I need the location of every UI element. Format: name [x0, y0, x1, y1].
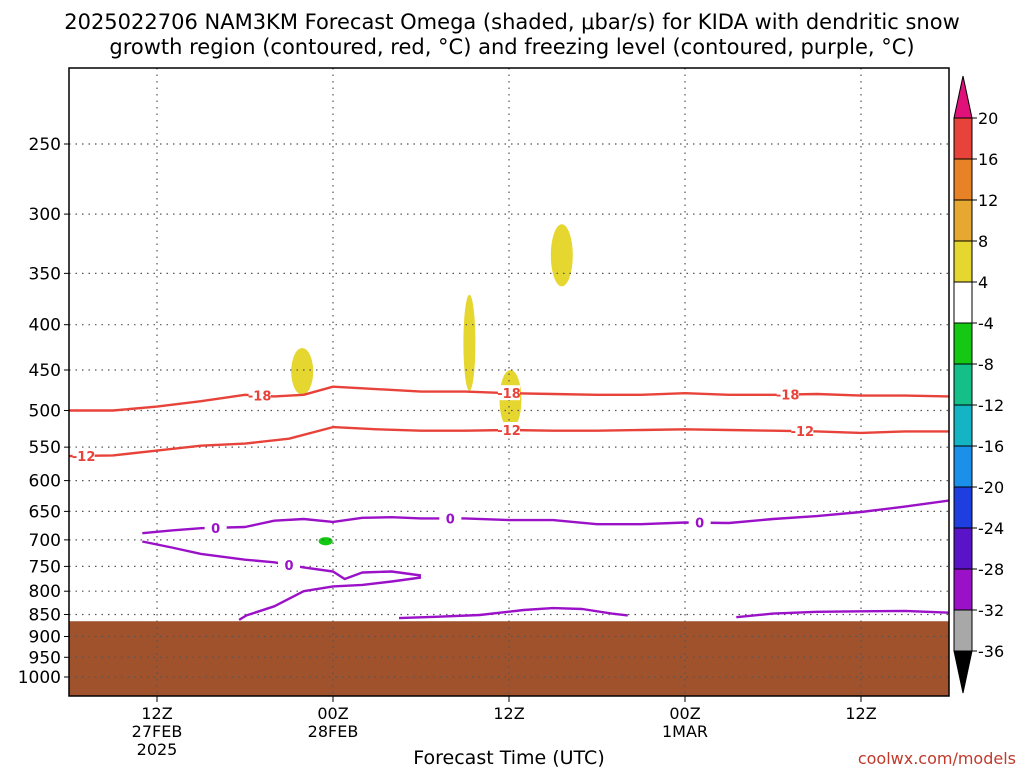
colorbar-box-4 — [953, 281, 973, 324]
x-tick-label-18: 00Z — [317, 704, 348, 723]
contour-line-3 — [142, 540, 422, 581]
colorbar-label-12: -32 — [978, 601, 1004, 620]
contour-label-2-0: 0 — [211, 522, 220, 537]
contour-label-bg-0-2 — [776, 386, 799, 402]
y-tick-label-550: 550 — [29, 438, 61, 458]
colorbar-label-7: -12 — [978, 396, 1004, 415]
colorbar-label-8: -16 — [978, 437, 1004, 456]
omega-region-4 — [318, 537, 333, 546]
y-tick-label-400: 400 — [29, 316, 61, 336]
omega-region-0 — [291, 348, 314, 395]
x-tick-date-6: 27FEB — [132, 722, 183, 741]
y-tick-label-450: 450 — [29, 361, 61, 381]
contour-label-bg-1-1 — [498, 421, 520, 437]
terrain-layer — [69, 621, 949, 696]
colorbar-label-1: 16 — [978, 150, 998, 169]
contour-line-6 — [736, 609, 949, 619]
contour-label-bg-2-2 — [688, 514, 711, 530]
colorbar-label-6: -8 — [978, 355, 994, 374]
contour-label-1-0: -12 — [72, 450, 96, 465]
colorbar-box-6 — [953, 363, 973, 406]
colorbar-label-3: 8 — [978, 232, 988, 251]
colorbar-label-9: -20 — [978, 478, 1004, 497]
contour-label-0-0: -18 — [248, 390, 272, 405]
colorbar-box-11 — [953, 568, 973, 611]
y-tick-label-900: 900 — [29, 627, 61, 647]
x-axis-label: Forecast Time (UTC) — [413, 747, 604, 768]
colorbar-box-5 — [953, 322, 973, 365]
contour-label-1-2: -12 — [791, 425, 815, 440]
chart-title-line2: growth region (contoured, red, °C) and f… — [109, 35, 914, 59]
colorbar-box-7 — [953, 404, 973, 447]
grid-layer — [69, 68, 949, 696]
colorbar-label-0: 20 — [978, 109, 998, 128]
colorbar-box-0 — [953, 117, 973, 160]
x-tick-date-42: 1MAR — [662, 722, 708, 741]
y-tick-label-800: 800 — [29, 582, 61, 602]
contour-label-1-1: -12 — [497, 424, 521, 439]
contour-line-4 — [238, 576, 422, 621]
y-tick-label-250: 250 — [29, 135, 61, 155]
y-tick-label-1000: 1000 — [18, 668, 61, 688]
contour-line-5 — [398, 606, 628, 620]
colorbar-label-5: -4 — [978, 314, 994, 333]
contour-label-bg-0-0 — [248, 387, 271, 403]
colorbar-label-2: 12 — [978, 191, 998, 210]
colorbar-box-2 — [953, 199, 973, 242]
colorbar-label-4: 4 — [978, 273, 988, 292]
y-tick-label-850: 850 — [29, 606, 61, 626]
colorbar-box-9 — [953, 486, 973, 529]
contour-label-bg-0-1 — [498, 385, 520, 401]
y-tick-label-350: 350 — [29, 264, 61, 284]
contour-label-2-1: 0 — [446, 512, 455, 527]
contour-label-bg-2-1 — [439, 510, 462, 526]
contour-label-bg-1-2 — [791, 423, 814, 439]
colorbar-box-12 — [953, 609, 973, 652]
contour-layer: -18 -18 -18 -12 -12 -12 0 0 0 0 — [69, 385, 949, 621]
x-tick-label-6: 12Z — [141, 704, 172, 723]
y-tick-label-500: 500 — [29, 402, 61, 422]
colorbar-box-10 — [953, 527, 973, 570]
x-tick-date-18: 28FEB — [308, 722, 359, 741]
contour-label-3-0: 0 — [284, 559, 293, 574]
y-tick-label-300: 300 — [29, 205, 61, 225]
colorbar-box-3 — [953, 240, 973, 283]
terrain-fill — [69, 621, 949, 696]
y-axis-ticks: 2503003504004505005506006507007508008509… — [18, 135, 69, 688]
colorbar-label-13: -36 — [978, 642, 1004, 661]
y-tick-label-700: 700 — [29, 531, 61, 551]
colorbar-label-10: -24 — [978, 519, 1004, 538]
contour-line-2 — [142, 499, 949, 535]
omega-region-3 — [550, 224, 573, 287]
y-tick-label-600: 600 — [29, 472, 61, 492]
contour-label-bg-3-0 — [278, 556, 300, 572]
x-tick-label-30: 12Z — [493, 704, 524, 723]
contour-label-0-1: -18 — [497, 387, 521, 402]
y-tick-label-650: 650 — [29, 502, 61, 522]
contour-label-bg-2-0 — [204, 519, 227, 535]
contour-label-2-2: 0 — [695, 517, 704, 532]
y-tick-label-750: 750 — [29, 557, 61, 577]
colorbar-label-11: -28 — [978, 560, 1004, 579]
credit-text: coolwx.com/models — [858, 749, 1016, 768]
contour-label-0-2: -18 — [776, 389, 800, 404]
x-tick-label-42: 00Z — [669, 704, 700, 723]
omega-region-1 — [463, 294, 476, 391]
colorbar-box-8 — [953, 445, 973, 488]
contour-label-bg-1-0 — [72, 447, 95, 463]
x-tick-year-6: 2025 — [137, 740, 178, 759]
x-tick-label-54: 12Z — [845, 704, 876, 723]
chart-title-line1: 2025022706 NAM3KM Forecast Omega (shaded… — [64, 10, 960, 34]
y-tick-label-950: 950 — [29, 648, 61, 668]
colorbar-box-1 — [953, 158, 973, 201]
colorbar: 20 16 12 8 4 -4 -8 -12 -16 -20 -24 -28 -32 -36 — [953, 75, 1004, 694]
